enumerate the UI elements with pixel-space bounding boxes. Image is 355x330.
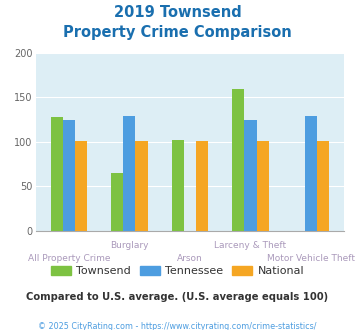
Text: Arson: Arson: [177, 254, 203, 263]
Bar: [257, 141, 269, 231]
Text: © 2025 CityRating.com - https://www.cityrating.com/crime-statistics/: © 2025 CityRating.com - https://www.city…: [38, 322, 317, 330]
Bar: [63, 119, 75, 231]
Text: Motor Vehicle Theft: Motor Vehicle Theft: [267, 254, 355, 263]
Text: Burglary: Burglary: [110, 241, 149, 250]
Bar: [123, 116, 135, 231]
Bar: [111, 173, 123, 231]
Text: Property Crime Comparison: Property Crime Comparison: [63, 25, 292, 40]
Bar: [172, 140, 184, 231]
Bar: [135, 141, 148, 231]
Text: Larceny & Theft: Larceny & Theft: [214, 241, 286, 250]
Bar: [51, 117, 63, 231]
Bar: [75, 141, 87, 231]
Bar: [232, 89, 245, 231]
Bar: [305, 116, 317, 231]
Legend: Townsend, Tennessee, National: Townsend, Tennessee, National: [46, 261, 309, 280]
Bar: [317, 141, 329, 231]
Text: All Property Crime: All Property Crime: [28, 254, 110, 263]
Text: Compared to U.S. average. (U.S. average equals 100): Compared to U.S. average. (U.S. average …: [26, 292, 329, 302]
Bar: [196, 141, 208, 231]
Text: 2019 Townsend: 2019 Townsend: [114, 5, 241, 20]
Bar: [245, 119, 257, 231]
